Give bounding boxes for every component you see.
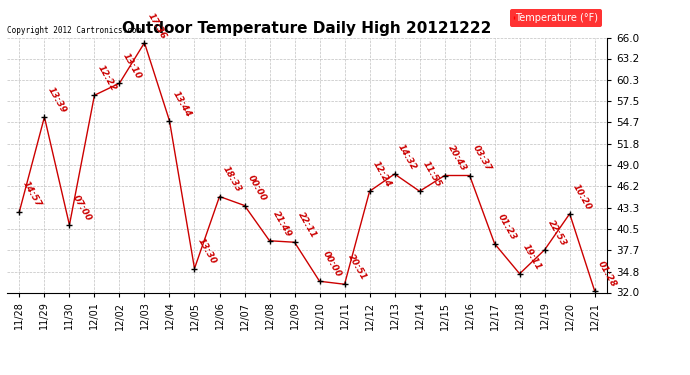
Text: 12:24: 12:24: [371, 160, 393, 189]
Text: 03:37: 03:37: [471, 144, 493, 173]
Text: 10:20: 10:20: [571, 182, 593, 212]
Text: 00:00: 00:00: [246, 174, 268, 203]
Text: 18:33: 18:33: [221, 165, 243, 194]
Text: 00:00: 00:00: [321, 250, 343, 279]
Title: Outdoor Temperature Daily High 20121222: Outdoor Temperature Daily High 20121222: [122, 21, 492, 36]
Text: 13:10: 13:10: [121, 52, 143, 81]
Text: 14:32: 14:32: [396, 142, 418, 172]
Text: 20:43: 20:43: [446, 144, 468, 173]
Text: 13:30: 13:30: [196, 237, 218, 266]
Text: 12:22: 12:22: [96, 64, 118, 93]
Text: Copyright 2012 Cartronics.com: Copyright 2012 Cartronics.com: [7, 26, 141, 35]
Legend: Temperature (°F): Temperature (°F): [510, 9, 602, 27]
Text: 21:49: 21:49: [270, 209, 293, 238]
Text: 22:53: 22:53: [546, 218, 568, 248]
Text: 14:57: 14:57: [21, 180, 43, 209]
Text: 01:23: 01:23: [496, 212, 518, 242]
Text: 20:51: 20:51: [346, 253, 368, 282]
Text: 17:36: 17:36: [146, 11, 168, 40]
Text: 22:11: 22:11: [296, 211, 318, 240]
Text: 19:11: 19:11: [521, 242, 543, 272]
Text: 07:00: 07:00: [70, 194, 92, 223]
Text: 01:28: 01:28: [596, 260, 618, 289]
Text: 13:39: 13:39: [46, 86, 68, 115]
Text: 11:55: 11:55: [421, 160, 443, 189]
Text: 13:44: 13:44: [170, 89, 193, 118]
